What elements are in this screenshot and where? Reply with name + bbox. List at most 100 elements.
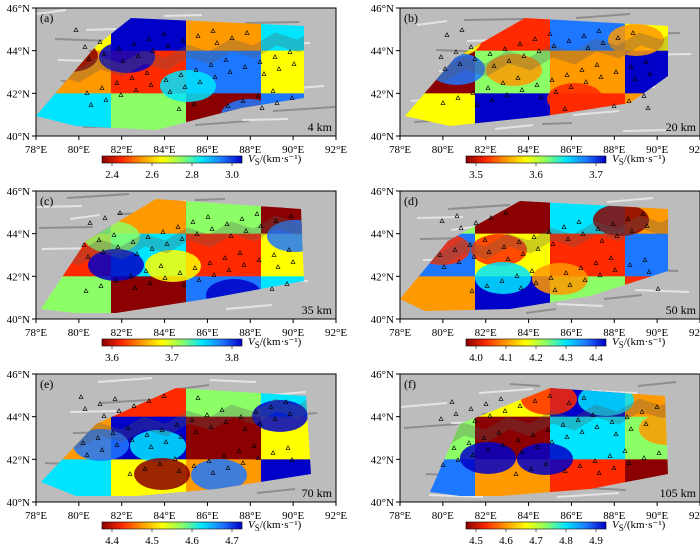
latitude-label: 44°N [371,412,394,424]
station-triangle [550,241,556,246]
panel-label: (c) [40,194,53,208]
station-triangle [625,216,631,221]
station-triangle [163,77,169,82]
station-triangle [442,66,448,71]
anomaly-blob [252,400,308,432]
depth-label: 4 km [308,120,333,134]
station-triangle [193,429,199,434]
colorbar-tick-label: 4.4 [589,352,603,364]
station-triangle [565,236,571,241]
latitude-label: 44°N [7,229,30,241]
colorbar-tick-label: 4.2 [529,352,543,364]
relief-streak [428,494,484,498]
station-triangle [560,422,566,427]
station-triangle [270,88,276,93]
station-triangle [172,456,178,461]
station-triangle [97,401,103,406]
station-triangle [150,48,156,53]
latitude-label: 40°N [7,497,30,509]
station-triangle [529,268,535,273]
station-triangle [437,252,443,257]
station-triangle [86,56,92,61]
station-triangle [455,95,461,100]
station-triangle [228,233,234,238]
station-triangle [95,435,101,440]
station-triangle [440,100,446,105]
map-frame [35,7,337,137]
station-triangle [225,103,231,108]
station-triangle [208,62,214,67]
station-triangle [242,64,248,69]
longitude-label: 80°E [432,144,454,156]
station-triangle [102,215,108,220]
station-triangle [467,242,473,247]
relief-streak [556,492,620,498]
longitude-label: 88°E [239,510,261,522]
velocity-subscript: S [618,523,624,534]
station-triangle [132,285,138,290]
station-triangle [449,399,455,404]
station-triangle [210,470,216,475]
station-triangle [207,260,213,265]
longitude-label: 90°E [282,510,304,522]
station-triangle [197,79,203,84]
station-triangle [84,452,90,457]
panel-label: (a) [40,11,53,25]
colorbar-tick-label: 4.7 [529,535,543,547]
station-triangle [452,247,458,252]
station-triangle [243,228,249,233]
longitude-label: 78°E [389,510,411,522]
station-triangle [195,33,201,38]
station-triangle [594,62,600,67]
colorbar-tick-label: 3.8 [225,352,239,364]
station-triangle [593,260,599,265]
station-triangle [566,38,572,43]
latitude-label: 42°N [371,454,394,466]
station-triangle [283,399,289,404]
station-triangle [115,244,121,249]
station-triangle [212,74,218,79]
station-triangle [646,269,652,274]
station-triangle [142,466,148,471]
station-triangle [82,406,88,411]
station-triangle [214,40,220,45]
station-triangle [643,421,649,426]
station-triangle [103,97,109,102]
station-triangle [205,214,211,219]
station-triangle [257,59,263,64]
latitude-label: 46°N [7,3,30,15]
anomaly-blob [88,249,144,281]
colorbar-tick-label: 4.4 [105,535,119,547]
station-triangle [613,69,619,74]
station-triangle [629,228,635,233]
station-triangle [209,226,215,231]
relief-streak [463,18,527,21]
station-triangle [580,231,586,236]
station-triangle [489,97,495,102]
station-triangle [581,395,587,400]
station-triangle [275,264,281,269]
station-triangle [210,28,216,33]
station-triangle [468,44,474,49]
station-triangle [519,87,525,92]
station-triangle [645,105,651,110]
station-triangle [547,393,553,398]
station-triangle [472,56,478,61]
station-triangle [129,437,135,442]
colorbar-unit-label: VS/(km·s⁻¹) [248,152,301,167]
velocity-unit: /(km·s⁻¹) [623,153,666,165]
station-triangle [257,421,263,426]
station-triangle [116,408,122,413]
station-triangle [543,461,549,466]
relief-streak [572,110,620,116]
station-triangle [454,213,460,218]
station-triangle [592,458,598,463]
station-triangle [640,211,646,216]
colorbar-tick-label: 3.0 [225,169,239,181]
longitude-label: 78°E [389,327,411,339]
station-triangle [269,286,275,291]
relief-streak [241,118,289,121]
relief-streak [178,384,210,390]
mountain-belt-shading [418,27,668,83]
station-triangle [458,225,464,230]
